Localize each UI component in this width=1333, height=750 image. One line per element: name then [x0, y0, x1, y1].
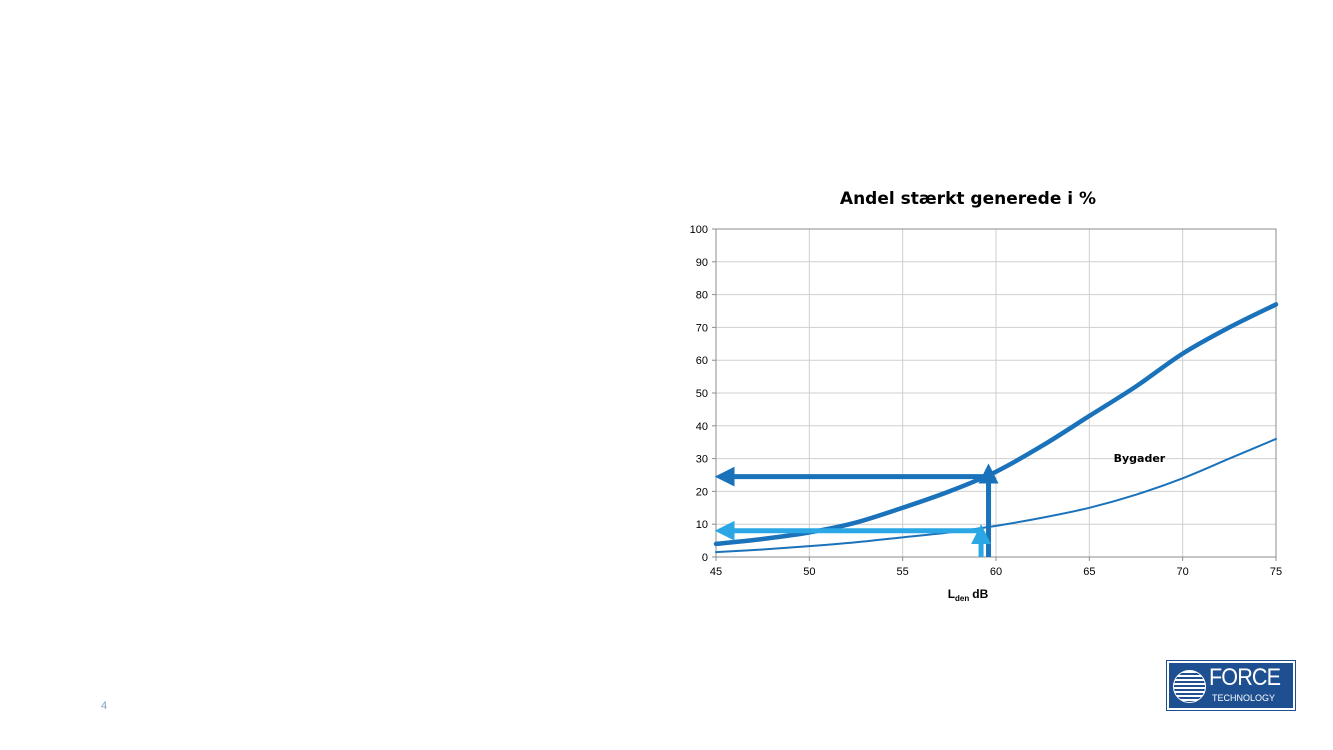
y-tick-label: 70: [696, 322, 708, 334]
x-tick-label: 65: [1083, 566, 1095, 578]
x-tick-label: 75: [1270, 566, 1282, 578]
y-tick-label: 20: [696, 486, 708, 498]
y-tick-label: 80: [696, 290, 708, 302]
y-tick-label: 0: [702, 552, 708, 564]
y-tick-label: 40: [696, 421, 708, 433]
logo-wordmark: FORCE: [1209, 664, 1281, 691]
x-tick-label: 50: [803, 566, 815, 578]
y-tick-label: 60: [696, 355, 708, 367]
force-technology-logo: FORCE TECHNOLOGY: [1166, 660, 1296, 711]
y-tick-label: 100: [690, 224, 708, 236]
x-axis-label-main: L: [948, 587, 955, 601]
annotations: Bygader: [714, 452, 1166, 557]
logo-panel: FORCE TECHNOLOGY: [1169, 663, 1293, 708]
y-tick-label: 50: [696, 388, 708, 400]
series-label-bygader: Bygader: [1114, 452, 1166, 465]
x-axis-label: Lden dB: [948, 587, 989, 603]
axes: 0 10 20 30 40 50 60 70 80 90 100 45 50 55 60 65 70 75: [690, 224, 1282, 578]
x-tick-label: 45: [710, 566, 722, 578]
x-tick-label: 60: [990, 566, 1002, 578]
y-tick-label: 90: [696, 257, 708, 269]
y-tick-label: 30: [696, 454, 708, 466]
globe-icon: [1173, 670, 1206, 703]
x-axis-label-unit: dB: [972, 587, 988, 601]
series-line-bygader: [715, 437, 1277, 554]
x-tick-label: 70: [1177, 566, 1189, 578]
x-axis-label-subscript: den: [955, 594, 969, 603]
y-tick-label: 10: [696, 519, 708, 531]
grid: [715, 228, 1277, 558]
logo-subtitle: TECHNOLOGY: [1212, 693, 1276, 703]
x-tick-label: 55: [897, 566, 909, 578]
page-number: 4: [101, 700, 108, 712]
chart-title: Andel stærkt generede i %: [840, 189, 1096, 209]
